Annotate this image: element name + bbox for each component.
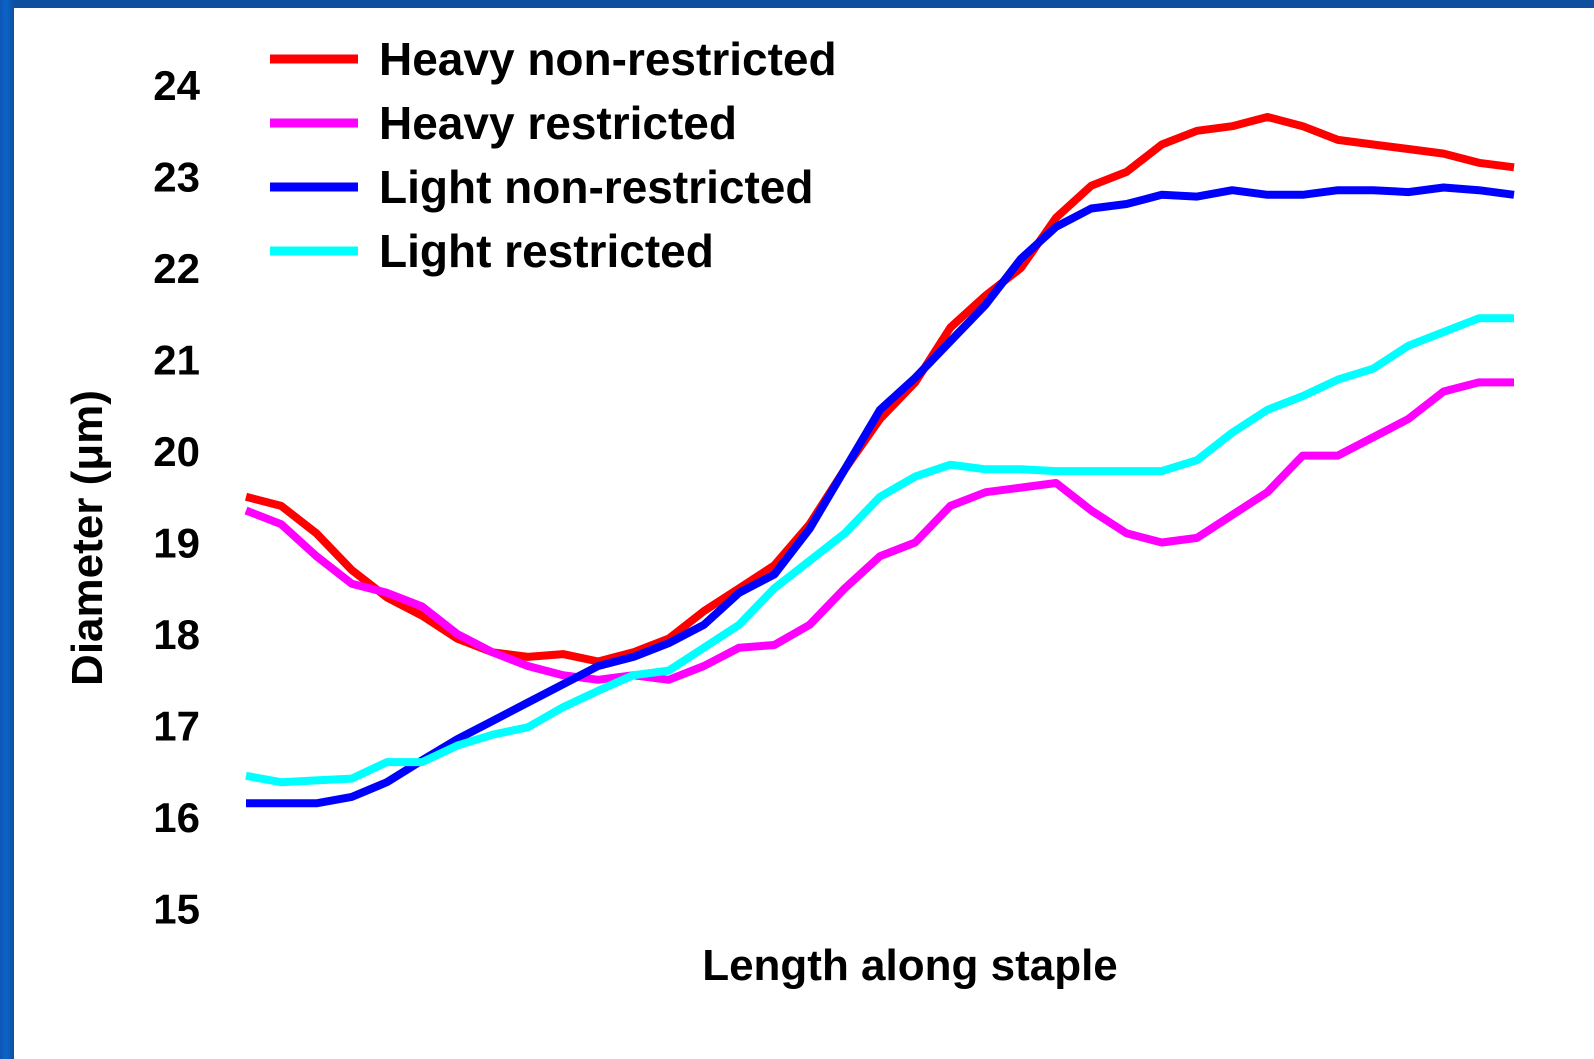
y-tick-label: 15 bbox=[153, 886, 200, 933]
series-line-light-restricted bbox=[245, 314, 1514, 787]
y-tick-label: 18 bbox=[153, 611, 200, 658]
legend-label: Light restricted bbox=[379, 225, 714, 277]
y-axis-ticks: 15 16 17 18 19 20 21 22 23 24 bbox=[153, 62, 200, 933]
y-tick-label: 24 bbox=[153, 62, 200, 109]
y-axis-title: Diameter (μm) bbox=[63, 390, 112, 686]
x-axis-title: Length along staple bbox=[702, 941, 1118, 990]
series-line-light-non-restricted bbox=[246, 183, 1515, 808]
y-tick-label: 16 bbox=[153, 794, 200, 841]
y-tick-label: 21 bbox=[153, 337, 200, 384]
y-tick-label: 20 bbox=[153, 428, 200, 475]
legend: Heavy non-restricted Heavy restricted Ligh… bbox=[270, 33, 837, 277]
legend-label: Light non-restricted bbox=[379, 161, 813, 213]
y-tick-label: 23 bbox=[153, 154, 200, 201]
legend-item: Light restricted bbox=[270, 225, 714, 277]
series-line-heavy-non-restricted bbox=[244, 113, 1515, 666]
series-lines bbox=[244, 113, 1515, 808]
y-tick-label: 19 bbox=[153, 520, 200, 567]
legend-label: Heavy restricted bbox=[379, 97, 737, 149]
chart-panel: 15 16 17 18 19 20 21 22 23 24 Heavy non-restricte… bbox=[14, 8, 1594, 1059]
legend-label: Heavy non-restricted bbox=[379, 33, 837, 85]
legend-item: Heavy restricted bbox=[270, 97, 737, 149]
legend-item: Heavy non-restricted bbox=[270, 33, 837, 85]
y-tick-label: 17 bbox=[153, 703, 200, 750]
line-chart: 15 16 17 18 19 20 21 22 23 24 Heavy non-restricte… bbox=[63, 33, 1515, 990]
series-line-heavy-restricted bbox=[244, 378, 1514, 684]
y-tick-label: 22 bbox=[153, 245, 200, 292]
legend-item: Light non-restricted bbox=[270, 161, 813, 213]
